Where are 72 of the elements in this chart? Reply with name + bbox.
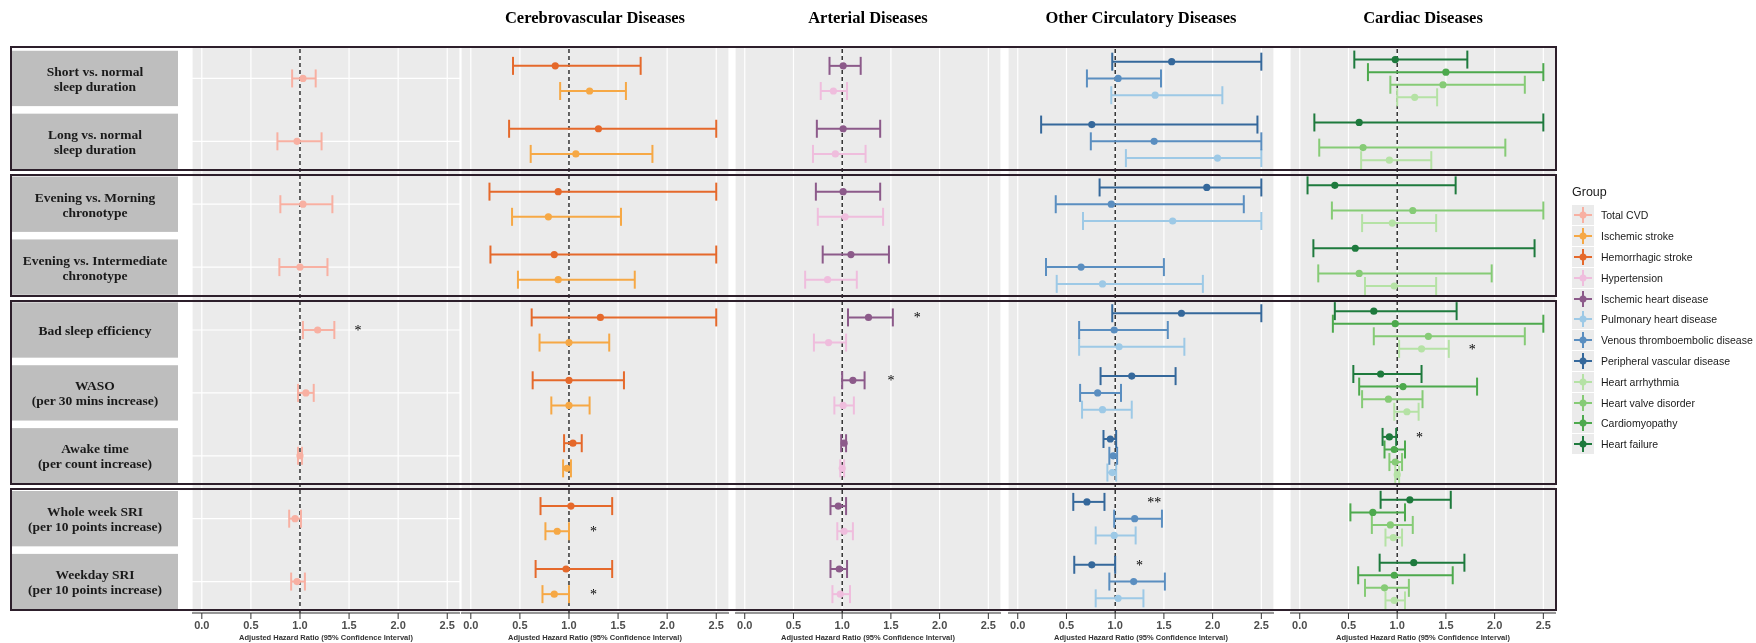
- x-tick-label: 0.5: [512, 618, 528, 631]
- point: [302, 389, 310, 397]
- point: [299, 74, 307, 83]
- annotation: *: [887, 373, 895, 389]
- y-tick-label: Whole week SRI (per 10 points increase): [27, 503, 163, 534]
- x-tick-label: 1.5: [1156, 618, 1172, 631]
- annotation: *: [1136, 557, 1144, 573]
- y-tick-label: Weekday SRI (per 10 points increase): [27, 566, 163, 597]
- x-tick-label: 2.5: [980, 618, 996, 631]
- annotation: *: [1468, 341, 1476, 357]
- x-tick-label: 0.0: [194, 618, 210, 631]
- y-tick-label: Short vs. normal sleep duration: [46, 63, 144, 94]
- x-tick-label: 0.0: [1010, 618, 1026, 631]
- annotation: *: [590, 524, 598, 540]
- point: [314, 326, 322, 334]
- x-tick-label: 2.0: [1204, 618, 1221, 631]
- x-tick-label: 1.5: [1438, 618, 1454, 631]
- x-tick-label: 0.0: [737, 618, 753, 631]
- x-tick-label: 2.5: [708, 618, 724, 631]
- y-tick-label: Long vs. normal sleep duration: [47, 126, 143, 157]
- legend-label: Hypertension: [1601, 271, 1663, 284]
- legend-label: Heart valve disorder: [1601, 396, 1695, 409]
- annotation: *: [590, 587, 598, 603]
- y-tick-label: Awake time (per count increase): [37, 440, 153, 471]
- chart-title: Other Circulatory Diseases: [1044, 8, 1238, 28]
- annotation: **: [1147, 494, 1162, 510]
- x-tick-label: 0.0: [1292, 618, 1308, 631]
- x-tick-label: 0.0: [463, 618, 479, 631]
- y-tick-label: Evening vs. Morning chronotype: [34, 189, 156, 220]
- y-tick-label: Bad sleep efficiency: [38, 322, 152, 338]
- x-tick-label: 2.5: [439, 618, 455, 631]
- y-tick-label: WASO (per 30 mins increase): [31, 377, 159, 408]
- x-tick-label: 2.5: [1253, 618, 1269, 631]
- point: [293, 137, 301, 145]
- x-tick-label: 1.0: [1107, 618, 1123, 631]
- x-tick-label: 1.0: [1389, 618, 1405, 631]
- legend-label: Heart arrhythmia: [1601, 375, 1680, 388]
- legend-label: Total CVD: [1601, 209, 1649, 222]
- legend-label: Hemorrhagic stroke: [1601, 250, 1693, 263]
- annotation: *: [913, 310, 921, 326]
- legend-label: Cardiomyopathy: [1601, 417, 1678, 430]
- legend-label: Venous thromboembolic disease: [1601, 334, 1753, 347]
- x-tick-label: 1.0: [561, 618, 577, 631]
- x-tick-label: 1.0: [292, 618, 308, 631]
- x-tick-label: 0.5: [785, 618, 802, 631]
- x-tick-label: 2.5: [1535, 618, 1551, 631]
- point: [296, 263, 304, 271]
- x-tick-label: 0.5: [243, 618, 259, 631]
- point: [293, 577, 301, 586]
- legend-label: Peripheral vascular disease: [1601, 354, 1730, 367]
- annotation: *: [1416, 429, 1424, 445]
- legend-label: Ischemic heart disease: [1601, 292, 1709, 305]
- x-tick-label: 1.5: [610, 618, 626, 631]
- x-tick-label: 1.5: [341, 618, 357, 631]
- x-tick-label: 0.5: [1058, 618, 1075, 631]
- x-tick-label: 2.0: [659, 618, 675, 631]
- chart-title: Cardiac Diseases: [1362, 8, 1484, 28]
- x-tick-label: 1.5: [883, 618, 899, 631]
- chart-title: Cerebrovascular Diseases: [503, 8, 687, 28]
- legend-label: Ischemic stroke: [1601, 230, 1674, 243]
- chart-title: Arterial Diseases: [807, 8, 929, 28]
- x-tick-label: 2.0: [1486, 618, 1503, 631]
- legend-label: Heart failure: [1601, 438, 1659, 451]
- x-tick-label: 2.0: [390, 618, 406, 631]
- x-tick-label: 1.0: [834, 618, 850, 631]
- point: [299, 200, 307, 208]
- annotation: *: [354, 322, 362, 338]
- x-tick-label: 0.5: [1340, 618, 1357, 631]
- y-tick-label: Evening vs. Intermediate chronotype: [22, 252, 168, 283]
- x-tick-label: 2.0: [931, 618, 948, 631]
- legend-title: Group: [1572, 185, 1608, 199]
- legend-label: Pulmonary heart disease: [1601, 313, 1718, 326]
